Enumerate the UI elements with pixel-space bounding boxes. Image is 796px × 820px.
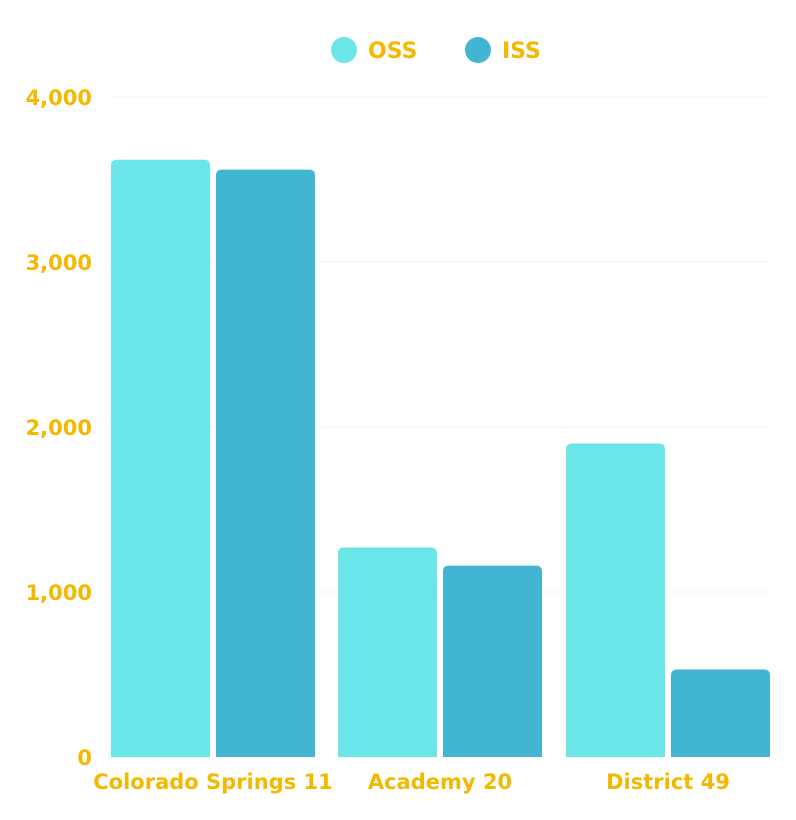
x-tick-label: Colorado Springs 11	[93, 770, 333, 794]
legend-marker-iss	[465, 37, 491, 63]
bar-oss	[111, 159, 210, 757]
bar-iss	[671, 669, 770, 757]
x-tick-label: District 49	[606, 770, 730, 794]
legend-label: OSS	[368, 39, 417, 64]
bar-oss	[566, 443, 665, 757]
legend-label: ISS	[502, 39, 541, 64]
x-tick-label: Academy 20	[368, 770, 512, 794]
bar-oss	[338, 547, 437, 757]
bar-iss	[216, 169, 315, 758]
y-tick-label: 4,000	[26, 86, 92, 110]
y-tick-label: 0	[77, 746, 92, 770]
y-tick-label: 3,000	[26, 251, 92, 275]
y-tick-label: 2,000	[26, 416, 92, 440]
bar-iss	[443, 565, 542, 757]
legend-marker-oss	[331, 37, 357, 63]
y-tick-label: 1,000	[26, 581, 92, 605]
